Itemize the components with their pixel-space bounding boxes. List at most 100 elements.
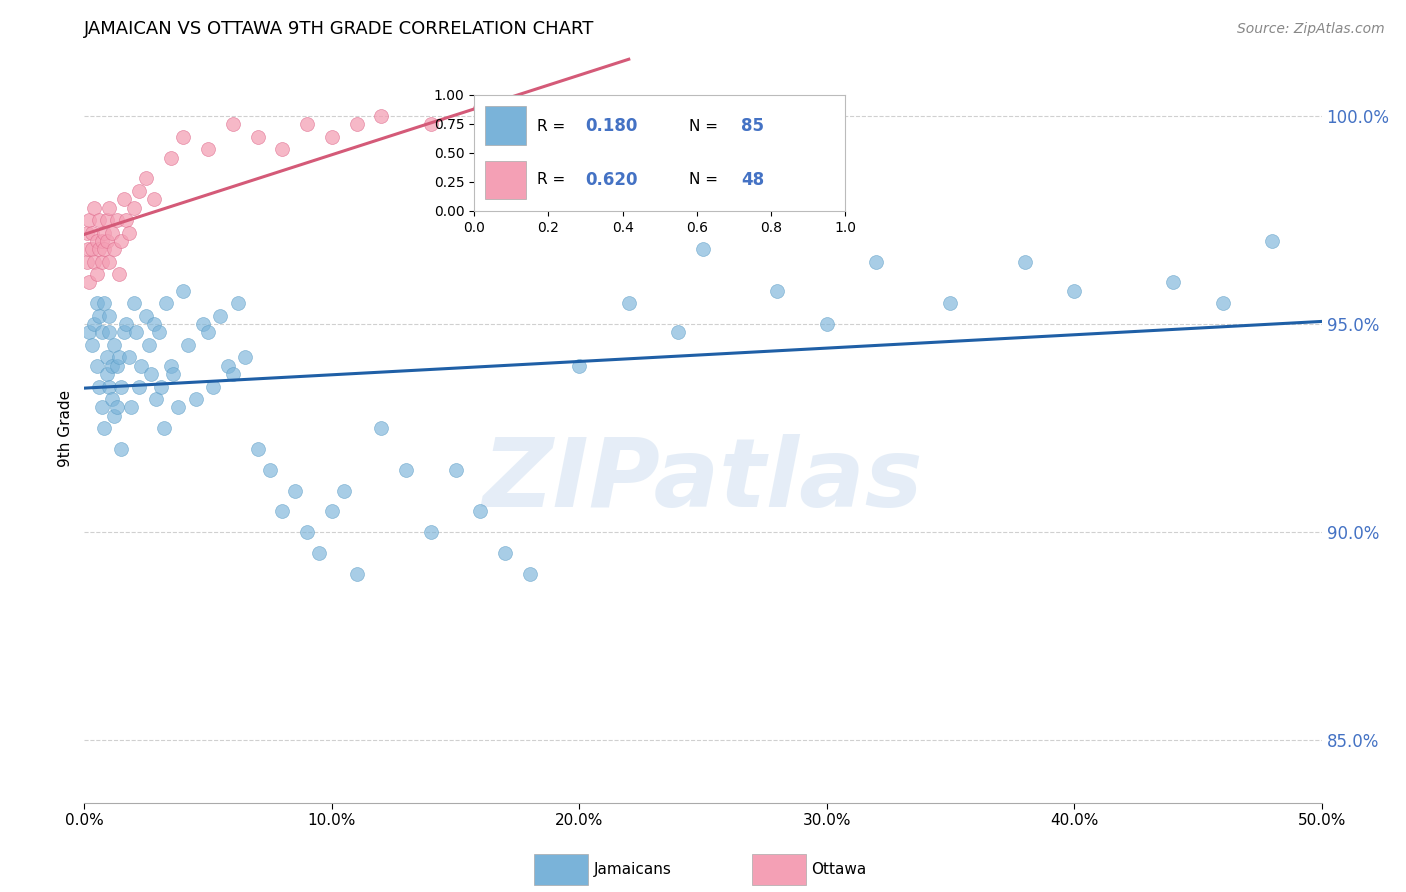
Point (79, 276, 101, 290)
Point (333, 483, 356, 498)
Point (138, 338, 160, 352)
Point (89, 379, 111, 393)
Point (568, 359, 591, 373)
Point (494, 546, 516, 560)
Point (96, 213, 118, 227)
Point (202, 379, 225, 393)
Point (160, 359, 183, 373)
Point (93, 296, 115, 310)
Point (128, 379, 150, 393)
Point (77, 242, 100, 256)
Point (90, 254, 112, 268)
Point (222, 367, 245, 381)
Point (172, 129, 194, 144)
Point (470, 101, 492, 115)
Point (89, 309, 111, 323)
Point (1014, 254, 1036, 268)
Point (105, 359, 128, 373)
Point (233, 351, 256, 365)
Point (90, 401, 112, 415)
Point (80, 242, 103, 256)
Point (79, 326, 101, 340)
Point (246, 442, 269, 456)
Text: Source: ZipAtlas.com: Source: ZipAtlas.com (1237, 22, 1385, 37)
Point (1161, 276, 1184, 290)
Point (142, 317, 165, 331)
Point (162, 367, 184, 381)
Point (93, 226, 115, 240)
Point (93, 421, 115, 435)
Point (83, 254, 105, 268)
Point (115, 317, 138, 331)
Point (122, 296, 145, 310)
Point (191, 317, 214, 331)
Point (155, 296, 177, 310)
Point (98, 309, 121, 323)
Point (444, 463, 467, 477)
Point (259, 463, 281, 477)
Point (105, 401, 128, 415)
Point (83, 317, 105, 331)
Point (112, 326, 135, 340)
Point (167, 401, 190, 415)
Point (90, 234, 112, 248)
Point (295, 117, 318, 131)
Point (148, 326, 170, 340)
Point (89, 242, 111, 256)
Point (346, 566, 368, 581)
Point (128, 184, 150, 198)
Point (122, 201, 145, 215)
Point (108, 351, 131, 365)
Point (98, 254, 121, 268)
Point (395, 463, 418, 477)
Point (209, 309, 232, 323)
Point (666, 326, 689, 340)
Point (271, 142, 294, 156)
Point (1063, 284, 1085, 298)
Point (172, 284, 194, 298)
Point (98, 379, 121, 393)
Point (1261, 234, 1284, 248)
Point (108, 267, 131, 281)
Point (152, 421, 174, 435)
Point (80, 338, 103, 352)
Point (142, 192, 165, 206)
Point (939, 296, 962, 310)
Point (125, 326, 148, 340)
Point (135, 309, 157, 323)
Point (197, 142, 219, 156)
Point (76, 226, 98, 240)
Point (100, 392, 122, 406)
Point (110, 442, 132, 456)
Point (120, 401, 142, 415)
Point (86, 267, 108, 281)
Point (692, 242, 714, 256)
Point (76, 254, 98, 268)
Point (86, 234, 108, 248)
Point (308, 546, 330, 560)
Point (617, 101, 640, 115)
Point (96, 234, 118, 248)
Point (321, 504, 343, 518)
Point (184, 392, 207, 406)
Point (177, 338, 200, 352)
Point (103, 338, 125, 352)
Point (93, 242, 115, 256)
Point (226, 296, 249, 310)
Point (519, 117, 541, 131)
Point (246, 129, 269, 144)
Point (96, 367, 118, 381)
Text: Jamaicans: Jamaicans (593, 863, 671, 877)
Point (129, 359, 152, 373)
Point (110, 379, 132, 393)
Point (271, 504, 294, 518)
Point (100, 359, 122, 373)
Point (100, 226, 122, 240)
Point (815, 317, 838, 331)
Point (115, 213, 138, 227)
Point (217, 359, 239, 373)
Point (617, 296, 640, 310)
Point (98, 326, 121, 340)
Point (141, 367, 163, 381)
Point (519, 566, 541, 581)
